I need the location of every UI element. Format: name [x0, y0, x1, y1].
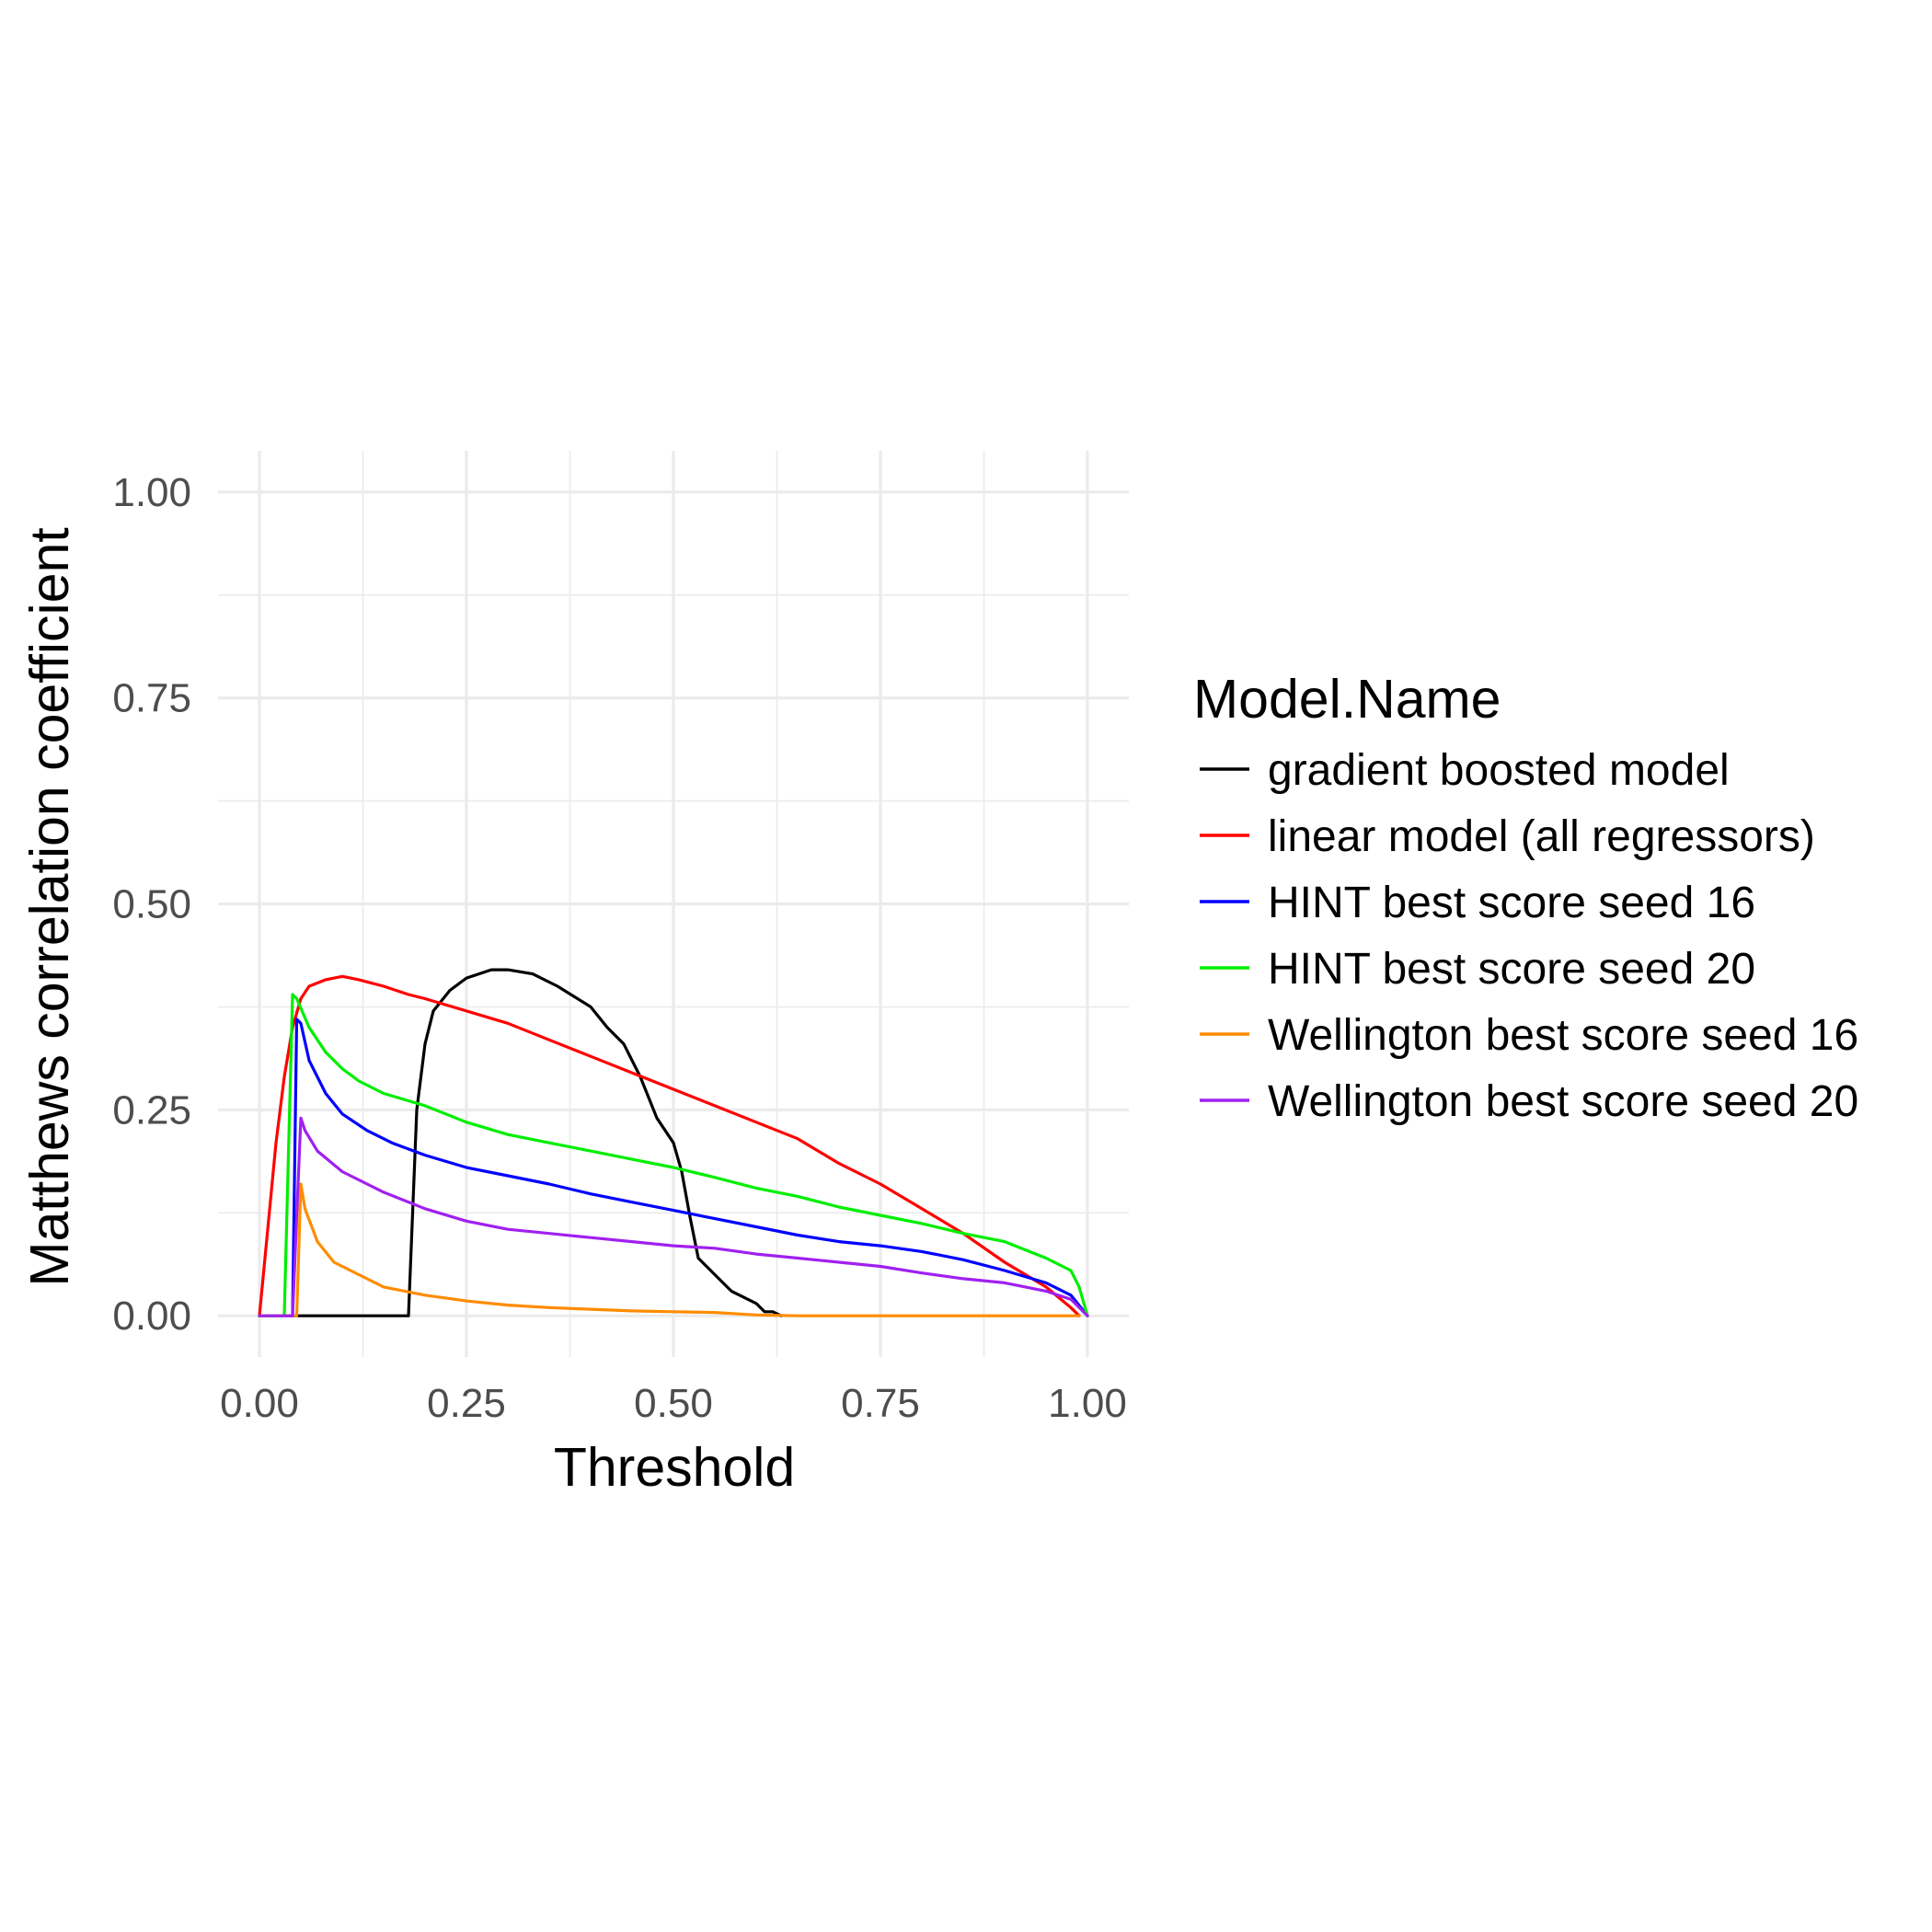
legend-label-2: linear model (all regressors) — [1268, 812, 1815, 861]
series-line-5 — [258, 1182, 1081, 1317]
y-axis-ticks: 0.00 0.25 0.50 0.75 1.00 — [112, 470, 191, 1339]
series-line-4 — [258, 993, 1089, 1317]
x-tick-label: 1.00 — [1048, 1381, 1127, 1426]
legend-label-1: gradient boosted model — [1268, 746, 1730, 795]
y-tick-label: 0.25 — [112, 1087, 191, 1133]
x-tick-label: 0.50 — [634, 1381, 713, 1426]
legend-title: Model.Name — [1193, 669, 1501, 730]
y-axis-title: Matthews correlation coefficient — [19, 527, 80, 1286]
series-line-2 — [258, 974, 1081, 1317]
series-line-1 — [291, 968, 783, 1317]
grid — [218, 451, 1129, 1357]
legend-label-6: Wellington best score seed 20 — [1268, 1077, 1858, 1126]
x-tick-label: 0.00 — [220, 1381, 299, 1426]
x-axis-title: Threshold — [554, 1437, 795, 1498]
legend-label-5: Wellington best score seed 16 — [1268, 1011, 1858, 1060]
x-tick-label: 0.25 — [427, 1381, 506, 1426]
y-tick-label: 1.00 — [112, 470, 191, 515]
y-tick-label: 0.00 — [112, 1294, 191, 1339]
x-tick-label: 0.75 — [841, 1381, 920, 1426]
legend-label-4: HINT best score seed 20 — [1268, 945, 1755, 994]
series-line-3 — [258, 1018, 1089, 1317]
legend: Model.Name gradient boosted model linear … — [1193, 669, 1858, 1126]
series-lines — [258, 968, 1089, 1317]
legend-label-3: HINT best score seed 16 — [1268, 879, 1755, 927]
y-tick-label: 0.50 — [112, 882, 191, 927]
legend-items: gradient boosted model linear model (all … — [1200, 746, 1858, 1126]
y-tick-label: 0.75 — [112, 676, 191, 721]
series-line-6 — [258, 1116, 1089, 1317]
x-axis-ticks: 0.00 0.25 0.50 0.75 1.00 — [220, 1381, 1127, 1426]
